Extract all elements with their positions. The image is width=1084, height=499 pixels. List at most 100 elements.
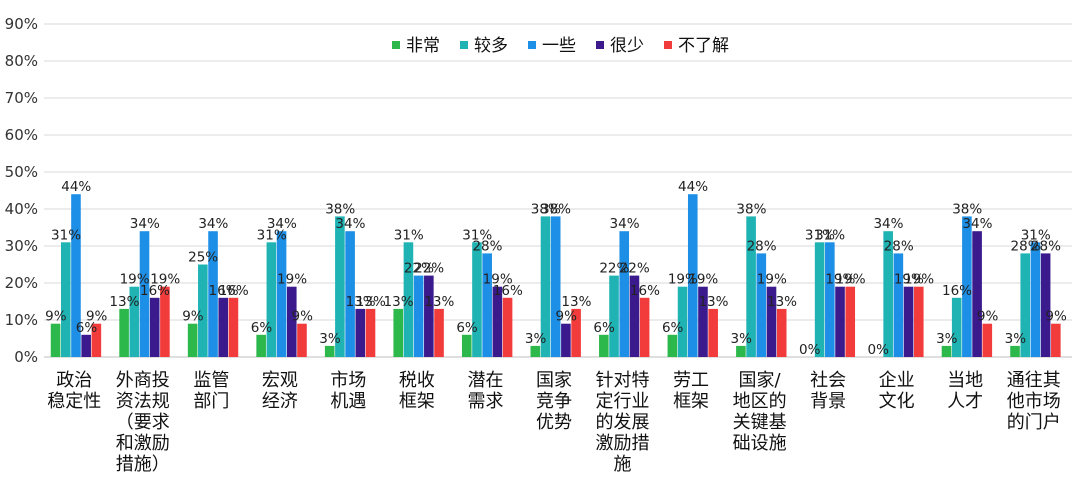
data-label: 6% [76,320,98,336]
data-label: 9% [86,309,108,325]
y-tick-label: 0% [14,348,38,366]
data-label: 31% [394,227,424,243]
bar [266,242,277,357]
bar [276,231,287,357]
data-label: 13% [767,294,797,310]
data-label: 19% [757,272,787,288]
bar [708,308,718,357]
data-label: 13% [356,294,386,310]
data-label: 19% [277,272,307,288]
data-label: 38% [541,201,571,217]
data-label: 0% [868,342,890,358]
x-category-label: 市场机遇 [330,370,366,412]
bar [883,231,893,357]
bar [893,253,904,357]
y-tick-label: 70% [5,89,38,107]
bar [982,323,993,357]
bar [835,286,845,357]
data-label: 13% [346,294,376,310]
bar [393,308,404,357]
data-label: 34% [962,216,992,232]
bar [91,323,102,357]
bar [403,242,414,357]
data-label: 9% [45,309,67,325]
bar [424,275,434,357]
bar [139,231,150,357]
data-label: 3% [1005,331,1027,347]
data-label: 19% [825,272,855,288]
bar [256,334,266,357]
data-label: 3% [319,331,341,347]
bar [599,334,609,357]
bar [208,231,218,357]
data-label: 9% [977,309,999,325]
data-label: 22% [620,261,650,277]
bar [540,216,551,357]
bar [297,323,307,357]
data-label: 34% [610,216,640,232]
data-label: 34% [873,216,903,232]
bar [913,286,924,357]
bar [119,308,129,357]
y-tick-label: 20% [5,274,38,292]
data-label: 22% [414,261,444,277]
data-label: 44% [61,179,91,195]
bar [50,323,61,357]
legend-swatch [392,41,400,49]
data-label: 22% [404,261,434,277]
legend: 非常 较多 一些 很少 不了解 [392,36,729,56]
data-label: 16% [630,283,660,299]
legend-swatch [460,41,468,49]
data-label: 6% [593,320,615,336]
data-label: 38% [325,201,355,217]
x-category-label: 企业文化 [879,370,915,412]
data-label: 31% [257,227,287,243]
data-label: 13% [561,294,591,310]
x-category-label: 税收框架 [399,370,435,412]
data-label: 3% [730,331,752,347]
legend-label: 一些 [542,36,576,56]
bar [814,242,825,357]
bar [218,297,229,357]
bar [951,297,962,357]
x-category-label: 潜在需求 [467,370,503,412]
legend-label: 很少 [610,36,644,56]
bar [149,297,160,357]
data-label: 31% [1021,227,1051,243]
data-label: 16% [942,283,972,299]
data-label: 19% [688,272,718,288]
data-label: 13% [384,294,414,310]
x-category-label: 针对特定行业的发展激励措施 [596,370,650,475]
data-label: 9% [555,309,577,325]
y-tick-label: 50% [5,163,38,181]
x-category-label: 社会背景 [810,370,846,412]
data-label: 38% [531,201,561,217]
bar [228,297,239,357]
legend-swatch [596,41,604,49]
bar [698,286,708,357]
legend-label: 不了解 [678,36,729,56]
bars-layer [50,194,1061,357]
data-label: 9% [292,309,314,325]
data-label: 13% [698,294,728,310]
bar [903,286,914,357]
data-label: 19% [904,272,934,288]
bar [365,308,376,357]
data-label: 19% [150,272,180,288]
bar [461,334,472,357]
data-label: 22% [599,261,629,277]
data-label: 31% [815,227,845,243]
data-label: 16% [219,283,249,299]
data-label: 16% [140,283,170,299]
data-label: 38% [952,201,982,217]
bar [472,242,482,357]
data-label: 19% [836,272,866,288]
bar [1020,253,1031,357]
data-label: 16% [209,283,239,299]
y-tick-label: 30% [5,237,38,255]
bar [71,194,81,357]
x-category-label: 国家/地区的关键基础设施 [733,370,787,454]
x-category-label: 监管部门 [193,370,229,412]
